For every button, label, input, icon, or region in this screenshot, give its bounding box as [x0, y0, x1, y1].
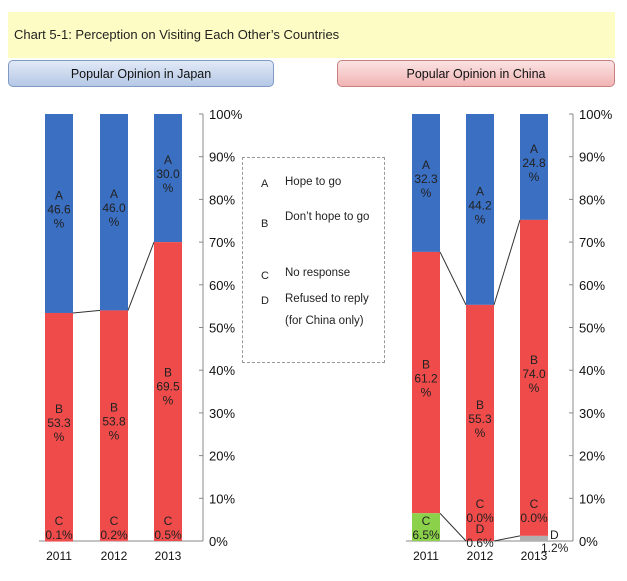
chart-title: Chart 5-1: Perception on Visiting Each O…	[14, 27, 340, 42]
china-xlabel-2011: 2011	[413, 549, 439, 563]
china-label-b-2011: B 61.2%	[414, 358, 438, 400]
china-ytick-label: 30%	[579, 406, 605, 421]
china-connector-line	[439, 251, 467, 306]
japan-xlabel-2011: 2011	[46, 549, 72, 563]
japan-label-a-2013: A 30.0%	[156, 153, 180, 195]
japan-label-b-2013: B 69.5%	[156, 365, 180, 407]
japan-xlabel-2012: 2012	[101, 549, 128, 563]
japan-ytick-label: 0%	[209, 534, 228, 549]
legend-letter-a: A	[261, 178, 269, 190]
china-bar-a-2012	[466, 114, 494, 305]
japan-label-c-2011: C 0.1%	[45, 514, 73, 542]
legend-letter-c: C	[261, 270, 269, 282]
china-ytick-label: 40%	[579, 363, 605, 378]
japan-label-b-2011: B 53.3%	[47, 402, 71, 444]
japan-ytick-label: 90%	[209, 150, 235, 165]
china-connector-d	[493, 535, 521, 542]
japan-bar-a-2011	[45, 114, 73, 313]
japan-bar-b-2013	[154, 242, 182, 539]
china-bar-b-2011	[412, 251, 440, 514]
china-bar-a-2011	[412, 114, 440, 252]
china-label-d-2013-value: 1.2%	[541, 541, 569, 555]
china-label-b-2013: B 74.0%	[522, 353, 546, 395]
china-label-a-2013: A 24.8%	[522, 142, 546, 184]
legend-text-b: Don’t hope to go	[285, 211, 370, 223]
china-ytick-label: 0%	[579, 534, 598, 549]
japan-ytick-label: 80%	[209, 192, 235, 207]
japan-bar-a-2012	[100, 114, 128, 311]
legend-letter-d: D	[261, 295, 269, 307]
japan-ytick-label: 10%	[209, 491, 235, 506]
japan-bar-a-2013	[154, 114, 182, 243]
china-opinion-button[interactable]: Popular Opinion in China	[337, 60, 615, 87]
china-label-c-2011: C 6.5%	[412, 514, 440, 542]
china-label-c-2013: C 0.0%	[520, 497, 548, 525]
japan-opinion-button[interactable]: Popular Opinion in Japan	[8, 60, 274, 87]
japan-ytick-label: 70%	[209, 235, 235, 250]
japan-ytick-label: 30%	[209, 406, 235, 421]
japan-ytick-label: 20%	[209, 449, 235, 464]
chart-title-bar: Chart 5-1: Perception on Visiting Each O…	[8, 12, 615, 58]
japan-bar-b-2011	[45, 312, 73, 541]
china-bar-d-2013	[520, 535, 548, 541]
china-label-d-2013-letter: D	[550, 528, 559, 542]
china-label-c-2012: C 0.0%	[466, 497, 494, 525]
china-ytick-label: 100%	[579, 107, 613, 122]
legend: A Hope to go B Don’t hope to go C No res…	[242, 157, 385, 363]
china-connector-c	[439, 512, 467, 542]
china-ytick-label: 50%	[579, 321, 605, 336]
china-ytick-label: 60%	[579, 278, 605, 293]
china-bar-b-2012	[466, 304, 494, 541]
china-xlabel-2012: 2012	[467, 549, 494, 563]
china-label-a-2012: A 44.2%	[468, 184, 492, 226]
china-ytick-label: 70%	[579, 235, 605, 250]
japan-xlabel-2013: 2013	[155, 549, 182, 563]
japan-connector-line	[72, 309, 101, 314]
japan-bar-c-2013	[154, 538, 182, 541]
china-ytick-label: 10%	[579, 491, 605, 506]
japan-label-c-2013: C 0.5%	[154, 514, 182, 542]
china-bar-c-2011	[412, 513, 440, 541]
japan-bar-c-2011	[45, 540, 73, 542]
china-label-d-2012: D 0.6%	[466, 522, 494, 550]
legend-text-a: Hope to go	[285, 176, 342, 188]
japan-label-c-2012: C 0.2%	[100, 514, 128, 542]
japan-connector-line	[127, 241, 155, 311]
china-ytick-label: 80%	[579, 192, 605, 207]
legend-letter-b: B	[261, 218, 269, 230]
japan-label-a-2011: A 46.6%	[47, 188, 71, 230]
china-bar-a-2013	[520, 114, 548, 220]
japan-ytick-label: 50%	[209, 321, 235, 336]
china-ytick-label: 20%	[579, 449, 605, 464]
china-xlabel-2013: 2013	[521, 549, 548, 563]
japan-label-a-2012: A 46.0%	[102, 187, 126, 229]
china-connector-line	[493, 219, 521, 306]
japan-label-b-2012: B 53.8%	[102, 400, 126, 442]
china-label-a-2011: A 32.3%	[414, 158, 438, 200]
japan-ytick-label: 40%	[209, 363, 235, 378]
japan-ytick-label: 100%	[209, 107, 243, 122]
china-bar-b-2013	[520, 219, 548, 536]
legend-text-d: Refused to reply (for China only)	[285, 293, 369, 327]
japan-ytick-label: 60%	[209, 278, 235, 293]
japan-bar-b-2012	[100, 310, 128, 541]
china-label-b-2012: B 55.3%	[468, 398, 492, 440]
china-ytick-label: 90%	[579, 150, 605, 165]
japan-bar-c-2012	[100, 540, 128, 542]
legend-text-c: No response	[285, 267, 351, 279]
